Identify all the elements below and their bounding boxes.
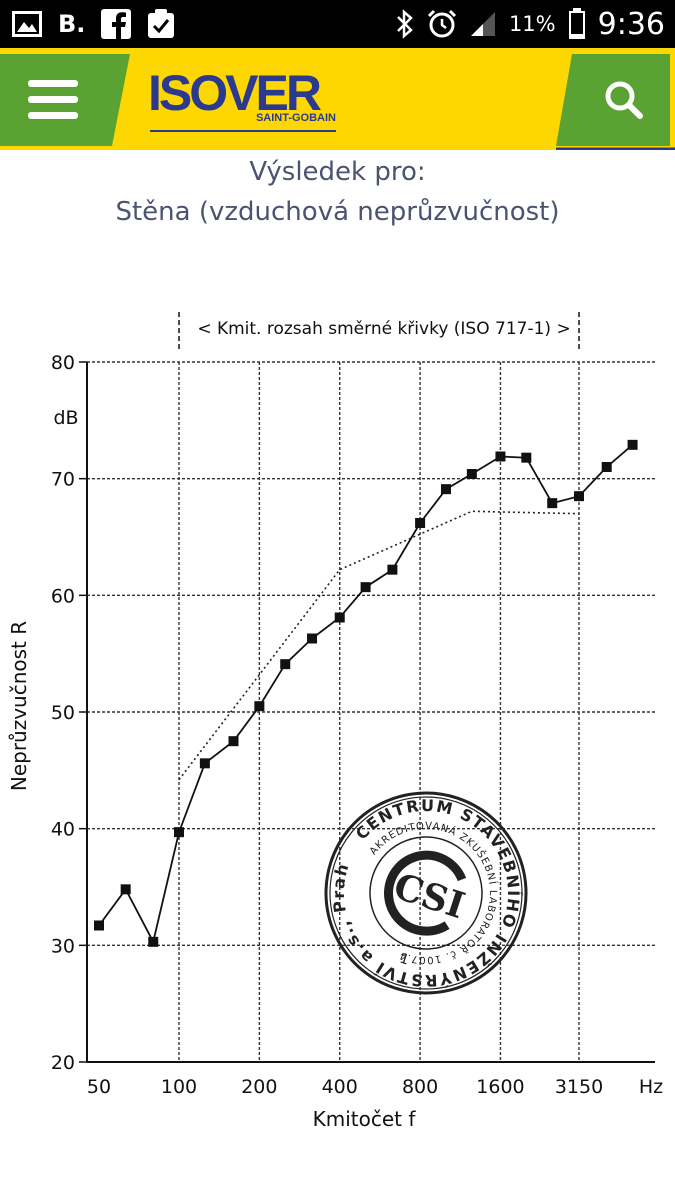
battery-percent: 11% [508,12,556,36]
result-heading: Výsledek pro: Stěna (vzduchová neprůzvuč… [0,152,675,232]
frame-layer [79,312,655,1063]
data-point [387,564,398,575]
x-tick-label: 400 [322,1076,358,1098]
data-point [307,633,318,644]
x-tick-label: 200 [241,1076,277,1098]
signal-icon [469,10,497,38]
x-tick-label: 50 [87,1076,111,1098]
data-point [521,452,532,463]
x-tick-label: 1600 [476,1076,524,1098]
result-label: Výsledek pro: [249,157,426,187]
y-tick-label: 20 [51,1052,75,1074]
y-tick-labels: 20 30 40 50 60 70 80 [51,352,75,1074]
x-tick-labels: 50 100 200 400 800 1600 3150 [87,1076,603,1098]
data-point [495,451,506,462]
data-point [94,920,104,931]
data-point [466,469,477,479]
data-point [334,612,345,623]
x-tick-label: 800 [402,1076,438,1098]
data-point [415,518,426,528]
facebook-icon [101,9,132,39]
y-tick-label: 80 [51,352,75,374]
clock-time: 9:36 [597,6,665,42]
data-point [360,582,371,593]
data-point [627,439,638,450]
y-unit-label: dB [53,407,78,429]
data-point [440,484,451,495]
y-axis-label: Neprůzvučnost R [7,621,31,791]
y-tick-label: 70 [51,469,75,491]
sound-insulation-chart: < Kmit. rozsah směrné křivky (ISO 717-1)… [7,312,663,1131]
reference-curve [178,510,580,781]
y-tick-label: 50 [51,702,75,724]
data-point [199,758,210,769]
accreditation-stamp: CENTRUM STAVEBNÍHO INŽENÝRSTVÍ a.s., Pra… [304,770,549,1015]
data-point [547,498,558,509]
y-tick-label: 60 [51,585,75,607]
chart-area: < Kmit. rozsah směrné křivky (ISO 717-1)… [0,260,675,1200]
app-header: ISOVER SAINT-GOBAIN [0,48,675,150]
chart-title: < Kmit. rozsah směrné křivky (ISO 717-1)… [197,319,570,339]
logo-subtext: SAINT-GOBAIN [255,112,336,124]
logo-underline [150,130,336,132]
data-point [120,884,131,895]
stamp-logo-ring [384,850,467,936]
image-icon [12,11,42,37]
search-icon [605,81,643,119]
logo-wordmark: ISOVER [148,65,322,121]
result-title: Stěna (vzduchová neprůzvučnost) [115,197,560,227]
data-point [574,491,584,502]
data-point [228,736,239,747]
status-bar: B. 11% 9:36 [0,0,675,48]
data-point [280,659,291,670]
search-panel-bg [556,54,675,150]
y-tick-label: 40 [51,819,75,841]
notification-letter: B. [58,10,86,38]
grid-layer [87,361,655,1063]
data-point [254,701,265,712]
y-tick-label: 30 [51,935,75,957]
data-point [148,936,159,947]
isover-logo[interactable]: ISOVER SAINT-GOBAIN [148,65,340,134]
x-unit-label: Hz [639,1076,663,1098]
x-tick-label: 100 [161,1076,197,1098]
search-button[interactable] [600,76,648,124]
data-point [601,462,612,472]
x-axis-label: Kmitočet f [313,1107,417,1131]
status-bar-right: 11% 9:36 [395,4,665,44]
bluetooth-icon [395,9,415,39]
hamburger-menu-icon [28,80,78,87]
x-tick-label: 3150 [555,1076,603,1098]
series-layer [94,439,638,947]
alarm-icon [427,9,457,39]
clipboard-check-icon [147,9,175,39]
menu-button[interactable] [28,80,80,120]
data-point [174,827,184,838]
battery-icon [568,8,586,40]
status-bar-left: B. [12,8,175,40]
